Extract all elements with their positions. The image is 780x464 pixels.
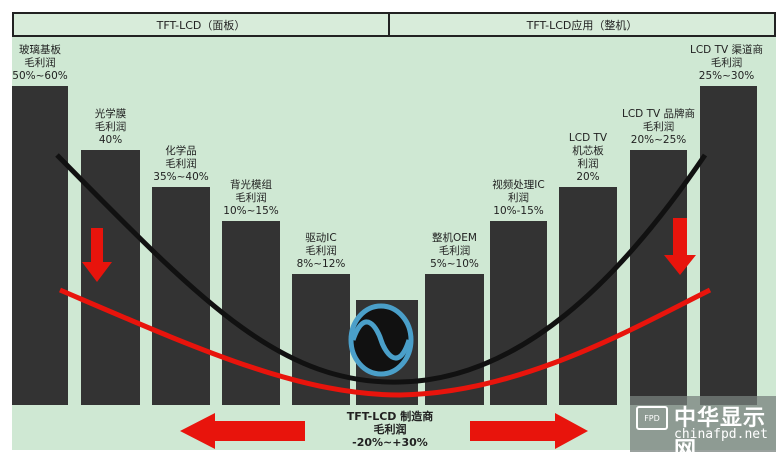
bar-label-line: 8%~12% — [296, 258, 346, 270]
bar-label-line: 利润 — [577, 158, 599, 170]
bar-label-line: 10%-15% — [493, 205, 544, 217]
bar-label-line: 5%~10% — [430, 258, 479, 270]
bar — [425, 274, 484, 405]
bar-label-line: 10%~15% — [223, 205, 279, 217]
manufacturer-label: TFT-LCD 制造商 毛利润 -20%~+30% — [300, 410, 480, 449]
left-arrow — [180, 413, 305, 449]
bar-label-line: 利润 — [508, 192, 529, 204]
bar-label: 驱动IC 毛利润 8%~12% — [297, 232, 346, 271]
bar-label-line: 毛利润 — [710, 57, 743, 69]
bar-label-line: 整机OEM — [432, 232, 477, 244]
bar-label: LCD TV 品牌商 毛利润 20%~25% — [622, 108, 695, 147]
bar-label: LCD TV 渠道商 毛利润 25%~30% — [690, 44, 763, 83]
bar-label-line: 40% — [98, 134, 123, 146]
logo-icon — [348, 303, 414, 377]
bar-label-line: 驱动IC — [305, 232, 337, 244]
bar-label: 光学膜 毛利润 40% — [95, 108, 127, 147]
bar-label: 背光模组 毛利润 10%~15% — [223, 179, 278, 218]
header-application: TFT-LCD应用（整机） — [388, 12, 776, 37]
bar-label-line: LCD TV 渠道商 — [689, 44, 764, 56]
bar-label-line: 20% — [576, 171, 600, 183]
bar-label-line: 毛利润 — [94, 121, 127, 133]
bar-label-line: 毛利润 — [642, 121, 675, 133]
fpd-badge: FPD — [636, 406, 668, 430]
bar-label: 化学品 毛利润 35%~40% — [153, 145, 208, 184]
bar — [12, 86, 68, 405]
bar-label-line: LCD TV 品牌商 — [621, 108, 696, 120]
bar-label-line: LCD TV — [568, 132, 608, 144]
watermark: FPD 中华显示网 chinafpd.net — [630, 396, 776, 463]
center-line1: TFT-LCD 制造商 — [346, 410, 434, 423]
bar — [700, 86, 757, 405]
bar-label-line: 玻璃基板 — [18, 44, 61, 56]
bar-label: 玻璃基板 毛利润 50%~60% — [12, 44, 67, 83]
bar-label-line: 毛利润 — [438, 245, 471, 257]
bar-label-line: 25%~30% — [698, 70, 755, 82]
bar-label-line: 化学品 — [165, 145, 197, 157]
bar-label-line: 毛利润 — [24, 57, 56, 69]
right-arrow — [470, 413, 588, 449]
bar-label-line: 毛利润 — [305, 245, 337, 257]
header-panel: TFT-LCD（面板） — [12, 12, 390, 37]
watermark-url: chinafpd.net — [674, 427, 768, 442]
bar-label: LCD TV 机芯板 利润 20% — [569, 132, 607, 184]
black-curve — [55, 153, 708, 385]
bar-label: 整机OEM 毛利润 5%~10% — [430, 232, 479, 271]
center-line2: 毛利润 — [373, 423, 407, 436]
bar-label-line: 毛利润 — [235, 192, 267, 204]
down-arrow-left — [82, 228, 112, 282]
bar-label-line: 光学膜 — [94, 108, 127, 120]
bar-label-line: 视频处理IC — [492, 179, 545, 191]
bar-label-line: 50%~60% — [12, 70, 68, 82]
bar-label-line: 20%~25% — [630, 134, 687, 146]
bar-label-line: 背光模组 — [229, 179, 272, 191]
bar-label-line: 毛利润 — [165, 158, 197, 170]
bar-label-line: 机芯板 — [572, 145, 604, 157]
down-arrow-right — [664, 218, 696, 275]
red-curve — [59, 287, 712, 398]
center-line3: -20%~+30% — [352, 436, 428, 449]
bar-label: 视频处理IC 利润 10%-15% — [492, 179, 544, 218]
bar-label-line: 35%~40% — [153, 171, 209, 183]
